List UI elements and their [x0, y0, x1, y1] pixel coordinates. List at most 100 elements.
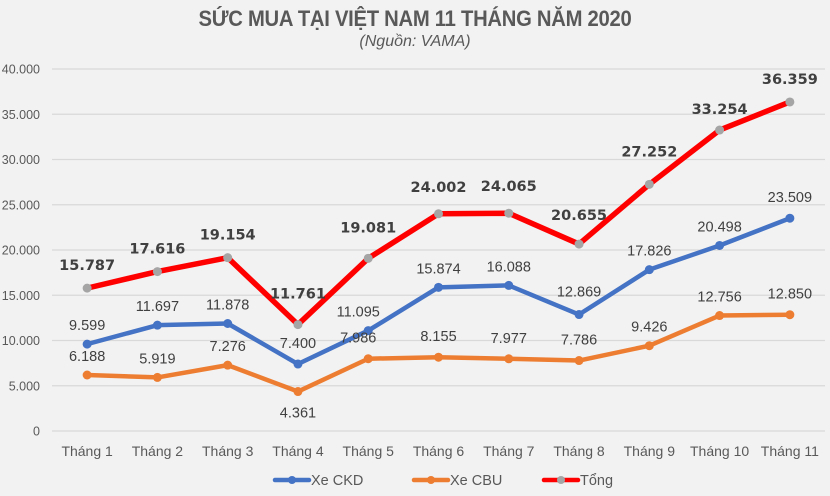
legend-marker-icon — [288, 476, 296, 484]
data-point-marker — [363, 354, 373, 364]
data-label: 17.826 — [627, 244, 671, 260]
legend-label: Xe CBU — [450, 473, 502, 489]
x-tick-label: Tháng 4 — [272, 443, 324, 459]
data-point-marker — [785, 310, 795, 320]
data-label: 24.002 — [411, 180, 467, 196]
y-tick-label: 5.000 — [9, 379, 40, 393]
data-point-marker — [715, 311, 725, 321]
data-point-marker — [223, 319, 233, 329]
data-label: 12.850 — [768, 287, 812, 303]
x-tick-label: Tháng 3 — [202, 443, 254, 459]
data-point-marker — [223, 253, 233, 263]
data-label: 9.426 — [631, 320, 667, 336]
data-label: 7.986 — [340, 331, 376, 347]
legend-label: Tổng — [580, 473, 613, 489]
data-point-marker — [82, 339, 92, 349]
data-label: 12.869 — [557, 285, 601, 301]
data-point-marker — [293, 320, 303, 330]
data-point-marker — [644, 179, 654, 189]
data-point-marker — [152, 320, 162, 330]
y-tick-label: 20.000 — [2, 244, 40, 258]
data-label: 27.252 — [621, 144, 677, 160]
data-label: 16.088 — [487, 259, 531, 275]
data-label: 19.154 — [200, 228, 256, 244]
y-tick-label: 25.000 — [2, 198, 40, 212]
data-label: 19.081 — [340, 220, 396, 236]
data-label: 20.498 — [697, 219, 741, 235]
x-tick-label: Tháng 9 — [624, 443, 676, 459]
data-point-marker — [293, 359, 303, 369]
x-tick-label: Tháng 11 — [761, 443, 819, 459]
data-point-marker — [574, 310, 584, 320]
x-tick-label: Tháng 7 — [483, 443, 535, 459]
data-point-marker — [504, 280, 514, 290]
gridlines — [52, 68, 825, 432]
x-tick-label: Tháng 8 — [553, 443, 605, 459]
data-label: 7.977 — [491, 331, 527, 347]
data-point-marker — [293, 387, 303, 397]
y-tick-label: 15.000 — [2, 289, 40, 303]
data-point-marker — [785, 97, 795, 107]
data-label: 8.155 — [420, 329, 456, 345]
data-label: 7.786 — [561, 333, 597, 349]
data-label: 9.599 — [69, 318, 105, 334]
data-label: 4.361 — [280, 406, 316, 422]
legend-label: Xe CKD — [311, 473, 363, 489]
data-label: 20.655 — [551, 208, 607, 224]
data-point-marker — [363, 326, 373, 336]
data-label: 11.095 — [337, 305, 380, 321]
legend: Xe CKD Xe CBU Tổng — [272, 473, 613, 489]
x-tick-label: Tháng 1 — [61, 443, 113, 459]
legend-item-tong[interactable]: Tổng — [541, 473, 613, 489]
data-label: 17.616 — [129, 242, 185, 258]
data-label: 11.878 — [206, 298, 249, 314]
data-label: 15.874 — [416, 261, 460, 277]
data-point-marker — [152, 372, 162, 382]
data-point-marker — [363, 253, 373, 263]
data-point-marker — [785, 213, 795, 223]
legend-item-xe-cbu[interactable]: Xe CBU — [411, 473, 502, 489]
data-label: 11.697 — [136, 299, 179, 315]
data-label: 15.787 — [59, 258, 115, 274]
legend-item-xe-ckd[interactable]: Xe CKD — [272, 473, 363, 489]
y-tick-label: 0 — [33, 425, 40, 439]
x-tick-label: Tháng 6 — [413, 443, 465, 459]
y-axis: 0 5.000 10.000 15.000 20.000 25.000 30.000 35.0… — [2, 63, 40, 439]
series-lines — [82, 97, 795, 397]
data-label: 7.400 — [280, 336, 316, 352]
data-label: 23.509 — [768, 190, 812, 206]
chart-title: SỨC MUA TẠI VIỆT NAM 11 THÁNG NĂM 2020 — [198, 6, 632, 31]
chart-subtitle: (Nguồn: VAMA) — [359, 33, 471, 50]
data-label: 33.254 — [692, 102, 748, 118]
data-label: 24.065 — [481, 179, 537, 195]
data-point-marker — [504, 208, 514, 218]
x-tick-label: Tháng 5 — [343, 443, 395, 459]
data-point-marker — [574, 239, 584, 249]
data-point-marker — [223, 360, 233, 370]
y-tick-label: 35.000 — [2, 108, 40, 122]
data-point-marker — [82, 283, 92, 293]
data-point-marker — [574, 356, 584, 366]
legend-marker-icon — [557, 476, 565, 484]
y-tick-label: 40.000 — [2, 63, 40, 77]
data-point-marker — [644, 265, 654, 275]
data-point-marker — [644, 341, 654, 351]
data-point-marker — [434, 209, 443, 219]
data-label: 5.919 — [139, 351, 175, 367]
data-point-marker — [715, 125, 725, 135]
x-tick-label: Tháng 2 — [132, 443, 184, 459]
data-label: 36.359 — [762, 72, 818, 88]
data-label: 6.188 — [69, 349, 105, 365]
data-label: 12.756 — [697, 290, 741, 306]
data-label: 11.761 — [270, 287, 326, 303]
data-point-marker — [434, 282, 443, 292]
data-point-marker — [152, 267, 162, 277]
data-labels: 9.599 11.697 11.878 7.400 11.095 15.874 16.088… — [59, 72, 818, 422]
data-label: 7.276 — [210, 339, 246, 355]
data-point-marker — [715, 240, 725, 250]
x-tick-label: Tháng 10 — [690, 443, 749, 459]
legend-marker-icon — [427, 476, 435, 484]
y-tick-label: 30.000 — [2, 153, 40, 167]
x-axis: Tháng 1 Tháng 2 Tháng 3 Tháng 4 Tháng 5 Tháng… — [61, 443, 819, 459]
